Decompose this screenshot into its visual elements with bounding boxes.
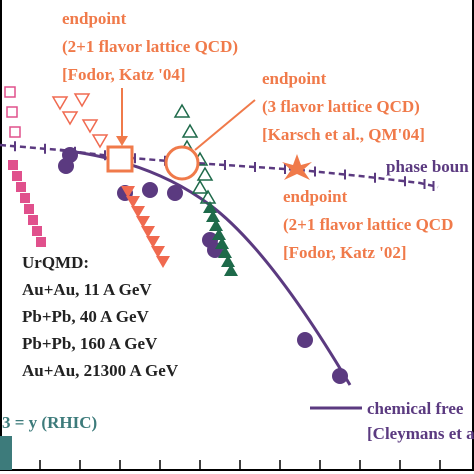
arrow-head [116, 136, 128, 146]
annotation: phase boun [386, 157, 469, 176]
square-filled [24, 204, 34, 214]
annotation: chemical free [367, 399, 464, 418]
square-open [9, 126, 21, 138]
freeze-point [58, 158, 74, 174]
freeze-point [142, 182, 158, 198]
labels: endpoint (2+1 flavor lattice QCD) [Fodor, … [2, 9, 474, 443]
tri-up [218, 246, 232, 258]
annotation: [Karsch et al., QM'04] [262, 125, 425, 144]
endpoint-circle [164, 145, 200, 181]
tri-up-open [173, 103, 191, 118]
tri-up [203, 201, 217, 213]
endpoint-square [106, 145, 134, 173]
tri-down [141, 226, 155, 238]
square-filled [28, 215, 38, 225]
tri-down-open [51, 96, 69, 111]
square-filled [12, 171, 22, 181]
annotation: [Fodor, Katz '02] [283, 243, 407, 262]
square-open [6, 106, 18, 118]
tri-up [206, 210, 220, 222]
annotation: (2+1 flavor lattice QCD [283, 215, 453, 234]
tri-up [215, 237, 229, 249]
tri-up-open [199, 189, 217, 204]
tri-down-open [91, 134, 109, 149]
tri-up-open [191, 179, 209, 194]
annotation: [Cleymans et a [367, 424, 474, 443]
rhic-bar [0, 436, 12, 470]
tri-up [224, 264, 238, 276]
tri-down [126, 196, 140, 208]
tri-up-open [196, 166, 214, 181]
freeze-point [332, 368, 348, 384]
tri-down-open [73, 93, 91, 108]
tri-up-open [181, 123, 199, 138]
tri-down [136, 216, 150, 228]
tri-down [121, 186, 135, 198]
annotation: Pb+Pb, 40 A GeV [22, 307, 150, 326]
annotation: (2+1 flavor lattice QCD) [62, 37, 238, 56]
pointer [194, 99, 256, 151]
freeze-point [297, 332, 313, 348]
tri-up [212, 228, 226, 240]
x-ticks [39, 460, 441, 470]
annotation: endpoint [262, 69, 327, 88]
square-filled [32, 226, 42, 236]
square-open [4, 86, 16, 98]
tri-down [151, 246, 165, 258]
annotation: (3 flavor lattice QCD) [262, 97, 420, 116]
annotation: [Fodor, Katz '04] [62, 65, 186, 84]
annotation: Pb+Pb, 160 A GeV [22, 334, 158, 353]
annotation: Au+Au, 21300 A GeV [22, 361, 179, 380]
tri-down-open [81, 119, 99, 134]
tri-down [156, 256, 170, 268]
square-filled [36, 237, 46, 247]
annotation: UrQMD: [22, 253, 89, 272]
square-filled [16, 182, 26, 192]
tri-down-open [61, 111, 79, 126]
tri-down [146, 236, 160, 248]
annotation: endpoint [62, 9, 127, 28]
tri-up [221, 255, 235, 267]
endpoint-star [282, 154, 312, 180]
annotation: endpoint [283, 187, 348, 206]
annotation: Au+Au, 11 A GeV [22, 280, 152, 299]
markers [0, 86, 439, 470]
freeze-point [167, 185, 183, 201]
square-filled [20, 193, 30, 203]
annotation: 3 = y (RHIC) [2, 413, 97, 432]
tri-down [131, 206, 145, 218]
square-filled [8, 160, 18, 170]
tri-up [209, 219, 223, 231]
